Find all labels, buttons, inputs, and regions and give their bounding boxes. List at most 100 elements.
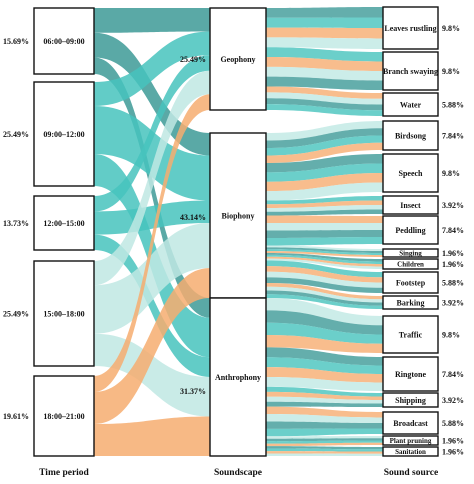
column-label-time-period: Time period bbox=[39, 468, 89, 478]
node-label: Water bbox=[400, 100, 422, 109]
node-broadcast: Broadcast 5.88% bbox=[382, 411, 464, 435]
node-percentage: 7.84% bbox=[442, 132, 464, 141]
flow-biophony-to-insect bbox=[266, 205, 383, 212]
node-label: 06:00–09:00 bbox=[43, 37, 84, 46]
node-box bbox=[382, 356, 439, 392]
flow-biophony-to-children bbox=[266, 258, 383, 269]
flow-anthrophony-to-sanitation bbox=[266, 448, 383, 452]
flow-biophony-to-insect bbox=[266, 196, 383, 205]
flow-09-00-12-00-to-geophony bbox=[94, 31, 210, 107]
flow-18-00-21-00-to-anthrophony bbox=[94, 416, 210, 456]
node-box bbox=[382, 435, 439, 446]
node-percentage: 3.92% bbox=[442, 396, 464, 405]
flow-biophony-to-barking bbox=[266, 286, 383, 303]
time-to-soundscape-flows bbox=[94, 8, 210, 456]
flow-biophony-to-barking bbox=[266, 294, 383, 309]
node-box bbox=[382, 446, 439, 457]
flow-anthrophony-to-sanitation bbox=[266, 453, 383, 456]
node-box bbox=[382, 92, 439, 117]
node-anthrophony: Anthrophony 31.37% bbox=[180, 297, 267, 457]
node-label: Biophony bbox=[222, 211, 255, 220]
node-barking: Barking 3.92% bbox=[382, 295, 464, 310]
node-percentage: 9.8% bbox=[442, 331, 460, 340]
node-box bbox=[382, 120, 439, 151]
flow-biophony-to-speech bbox=[266, 173, 383, 192]
node-label: Footstep bbox=[396, 278, 426, 287]
node-percentage: 31.37% bbox=[180, 387, 206, 396]
node-box bbox=[33, 260, 95, 367]
flow-anthrophony-to-plant-pruning bbox=[266, 440, 383, 444]
flow-biophony-to-footstep bbox=[266, 260, 383, 278]
node-box bbox=[382, 392, 439, 408]
flow-anthrophony-to-ringtone bbox=[266, 347, 383, 366]
node-label: Speech bbox=[399, 169, 424, 178]
column-label-sound-source: Sound source bbox=[384, 468, 438, 478]
node-label: Broadcast bbox=[393, 419, 428, 428]
flow-biophony-to-insect bbox=[266, 209, 383, 216]
node-box bbox=[382, 195, 439, 215]
node-percentage: 5.88% bbox=[442, 279, 464, 288]
flow-18-00-21-00-to-biophony bbox=[94, 268, 210, 424]
flow-anthrophony-to-ringtone bbox=[266, 377, 383, 391]
node-label: Traffic bbox=[399, 330, 423, 339]
flow-geophony-to-water bbox=[266, 86, 383, 99]
node-box bbox=[382, 295, 439, 310]
flow-biophony-to-peddling bbox=[266, 230, 383, 238]
flow-anthrophony-to-sanitation bbox=[266, 446, 383, 450]
flow-biophony-to-children bbox=[266, 256, 383, 267]
node-percentage: 1.96% bbox=[442, 249, 464, 258]
flow-anthrophony-to-shipping bbox=[266, 386, 383, 397]
flow-geophony-to-branch-swaying bbox=[266, 57, 383, 71]
node-box bbox=[382, 258, 439, 270]
flow-geophony-to-branch-swaying bbox=[266, 76, 383, 90]
node-percentage: 19.61% bbox=[3, 412, 29, 421]
flow-biophony-to-birdsong bbox=[266, 135, 383, 156]
node-label: Barking bbox=[396, 298, 424, 307]
flow-anthrophony-to-traffic bbox=[266, 298, 383, 326]
node-percentage: 7.84% bbox=[442, 226, 464, 235]
node-percentage: 9.8% bbox=[442, 169, 460, 178]
node-label: Peddling bbox=[395, 226, 425, 235]
flow-biophony-to-children bbox=[266, 254, 383, 264]
node-sanitation: Sanitation 1.96% bbox=[382, 446, 464, 457]
node-label: Anthrophony bbox=[215, 373, 261, 382]
flow-biophony-to-barking bbox=[266, 283, 383, 300]
node-percentage: 25.49% bbox=[3, 130, 29, 139]
node-box bbox=[382, 248, 439, 258]
node-label: Birdsong bbox=[395, 131, 426, 140]
flow-biophony-to-insect bbox=[266, 200, 383, 208]
node-percentage: 9.8% bbox=[442, 67, 460, 76]
node-percentage: 1.96% bbox=[442, 260, 464, 269]
flow-biophony-to-children bbox=[266, 253, 383, 262]
node-box bbox=[382, 6, 439, 50]
flow-12-00-15-00-to-biophony bbox=[94, 200, 210, 235]
flow-biophony-to-singing bbox=[266, 245, 383, 251]
node-label: 18:00–21:00 bbox=[43, 412, 84, 421]
node-box bbox=[33, 375, 95, 457]
flow-anthrophony-to-traffic bbox=[266, 335, 383, 353]
flow-geophony-to-water bbox=[266, 98, 383, 111]
column-label-soundscape: Soundscape bbox=[214, 468, 262, 478]
flow-anthrophony-to-shipping bbox=[266, 396, 383, 404]
node-branch-swaying: Branch swaying 9.8% bbox=[382, 51, 460, 91]
node-birdsong: Birdsong 7.84% bbox=[382, 120, 464, 151]
flow-biophony-to-singing bbox=[266, 249, 383, 255]
flow-anthrophony-to-plant-pruning bbox=[266, 438, 383, 442]
flow-anthrophony-to-traffic bbox=[266, 322, 383, 344]
flow-geophony-to-leaves-rustling bbox=[266, 37, 383, 49]
node-speech: Speech 9.8% bbox=[382, 153, 460, 193]
flow-biophony-to-birdsong bbox=[266, 128, 383, 148]
column-labels: Time period Soundscape Sound source bbox=[39, 468, 438, 478]
node-percentage: 9.8% bbox=[442, 24, 460, 33]
flow-12-00-15-00-to-anthrophony bbox=[94, 234, 210, 377]
node-plant-pruning: Plant pruning 1.96% bbox=[382, 435, 464, 446]
node-percentage: 15.69% bbox=[3, 37, 29, 46]
flow-biophony-to-speech bbox=[266, 182, 383, 201]
node-09-00-12-00: 09:00–12:00 25.49% bbox=[3, 81, 95, 187]
flow-09-00-12-00-to-biophony bbox=[94, 106, 210, 201]
flow-biophony-to-footstep bbox=[266, 277, 383, 293]
flow-15-00-18-00-to-geophony bbox=[94, 70, 210, 286]
node-shipping: Shipping 3.92% bbox=[382, 392, 464, 408]
node-leaves-rustling: Leaves rustling 9.8% bbox=[382, 6, 460, 50]
